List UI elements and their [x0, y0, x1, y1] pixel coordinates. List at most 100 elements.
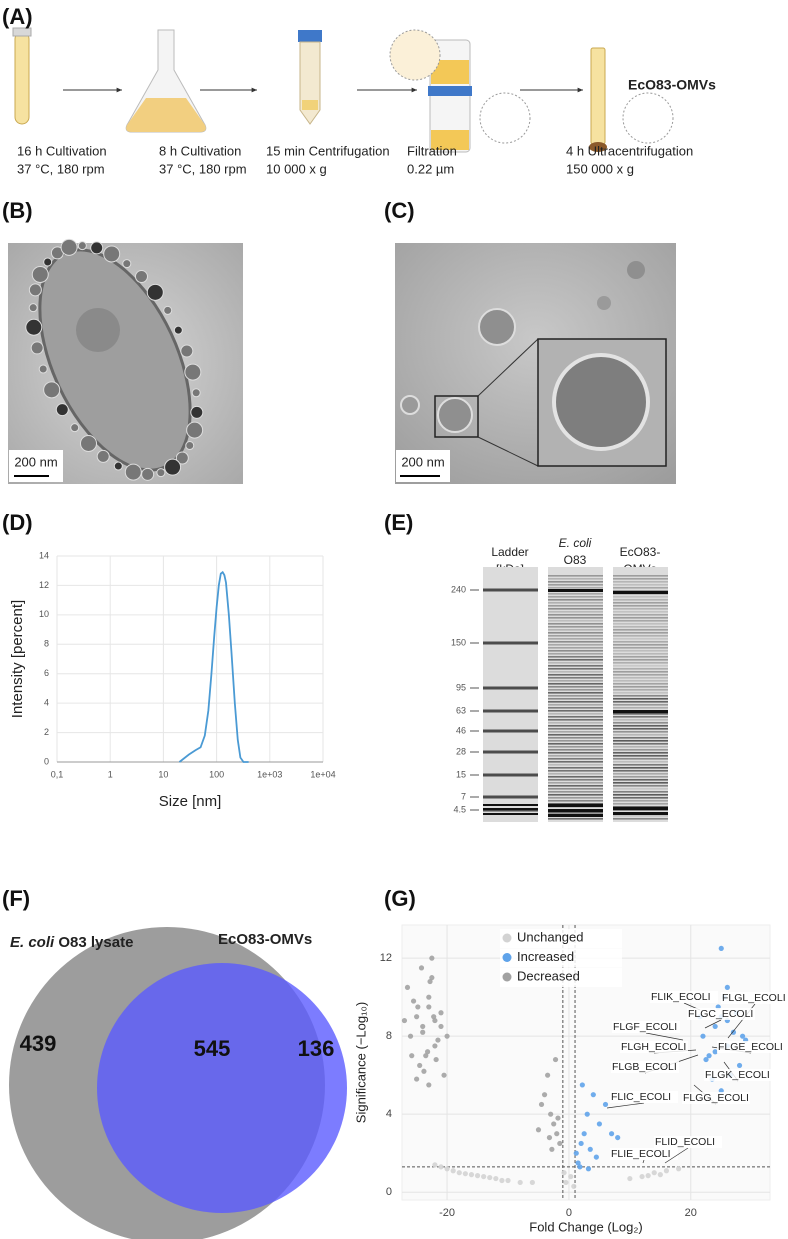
point — [712, 1049, 718, 1055]
omv-band — [613, 785, 668, 787]
omv-band — [613, 611, 668, 613]
lysate-band — [548, 650, 603, 652]
omv-band — [613, 806, 668, 808]
vesicle — [80, 434, 98, 452]
omv-band — [613, 653, 668, 655]
venn-shared-count: 545 — [194, 1036, 231, 1061]
ladder-band — [483, 773, 538, 777]
point — [676, 1166, 682, 1172]
lysate-band — [548, 662, 603, 664]
zoom-line — [477, 338, 539, 397]
omv-band — [613, 758, 668, 760]
lysate-band — [548, 731, 603, 733]
x-tick-label: 20 — [685, 1207, 697, 1219]
point — [432, 1162, 438, 1168]
point — [538, 1101, 545, 1108]
lysate-band — [548, 812, 603, 814]
point — [462, 1171, 468, 1177]
vesicle — [191, 388, 201, 398]
vesicle — [96, 449, 110, 463]
omv-band — [613, 668, 668, 670]
culture-tube — [14, 31, 30, 125]
lysate-band — [548, 725, 603, 727]
annotation: FLGE_ECOLI — [718, 1041, 783, 1053]
point — [736, 1062, 743, 1069]
point — [456, 1170, 462, 1176]
omv-band — [613, 707, 668, 709]
lysate-band — [548, 800, 603, 802]
y-tick-label: 12 — [39, 580, 49, 590]
vesicle — [437, 397, 473, 433]
omv-band — [613, 587, 668, 589]
falcon-tube — [299, 41, 321, 125]
legend-swatch — [502, 933, 512, 943]
point — [581, 1131, 587, 1137]
annotation-bg — [704, 1069, 772, 1081]
lysate-band — [548, 788, 603, 790]
ladder-band — [483, 813, 538, 815]
point — [423, 1053, 429, 1059]
vesicle — [30, 341, 44, 355]
ladder-band — [483, 588, 538, 592]
lysate-band — [548, 728, 603, 730]
point — [418, 965, 425, 971]
x-tick-label: 0 — [566, 1207, 572, 1219]
legend-bg — [500, 968, 622, 987]
point — [548, 1111, 554, 1117]
x-tick-label: 100 — [209, 769, 224, 779]
point — [433, 1056, 439, 1063]
annotation-bg — [682, 1092, 750, 1104]
point — [568, 1173, 574, 1180]
omv-band — [613, 704, 668, 706]
venn-right-name: EcO83-OMVs — [218, 931, 312, 948]
ladder-band — [483, 804, 538, 806]
point — [415, 1004, 421, 1010]
lysate-band — [548, 599, 603, 601]
lysate-band — [548, 653, 603, 655]
annotation: FLGH_ECOLI — [621, 1041, 686, 1053]
omv-band — [613, 596, 668, 598]
point — [587, 1146, 593, 1152]
step-title: Filtration — [407, 143, 457, 158]
zoom-box — [434, 395, 479, 438]
panel-label: (C) — [384, 198, 415, 223]
annotation-leader — [704, 1019, 722, 1029]
lysate-band — [548, 647, 603, 649]
lysate-band — [548, 683, 603, 685]
point — [575, 1160, 581, 1166]
lysate-band — [548, 674, 603, 676]
lysate-band — [548, 713, 603, 715]
annotation-bg — [620, 1041, 688, 1053]
point — [551, 1121, 557, 1127]
point — [429, 955, 435, 961]
step-title: 4 h Ultracentrifugation — [566, 143, 693, 158]
ladder-band — [483, 709, 538, 713]
annotation: FLGG_ECOLI — [683, 1092, 749, 1104]
ladder-band — [483, 808, 538, 810]
lysate-band — [548, 743, 603, 745]
step-detail: 150 000 x g — [566, 161, 634, 176]
point — [401, 1017, 408, 1024]
omv-band — [613, 731, 668, 733]
point — [404, 984, 411, 991]
omv-band — [613, 719, 668, 721]
annotation: FLIC_ECOLI — [611, 1091, 671, 1103]
zoom-line — [477, 436, 539, 467]
omv-band — [613, 716, 668, 718]
lysate-band — [548, 695, 603, 697]
lysate-band — [548, 764, 603, 766]
point — [421, 1068, 427, 1074]
lysate-band — [548, 698, 603, 700]
vesicle — [478, 308, 516, 346]
ultra-tube — [590, 47, 606, 145]
y-tick-label: 4 — [386, 1108, 392, 1120]
lysate-band — [548, 581, 603, 583]
annotation-bg — [611, 1061, 679, 1073]
point — [663, 1168, 670, 1174]
lysate-band — [548, 803, 603, 805]
point — [407, 1033, 414, 1039]
point — [438, 1023, 444, 1030]
point — [602, 1101, 609, 1108]
lysate-band — [548, 686, 603, 688]
point — [432, 1017, 438, 1024]
